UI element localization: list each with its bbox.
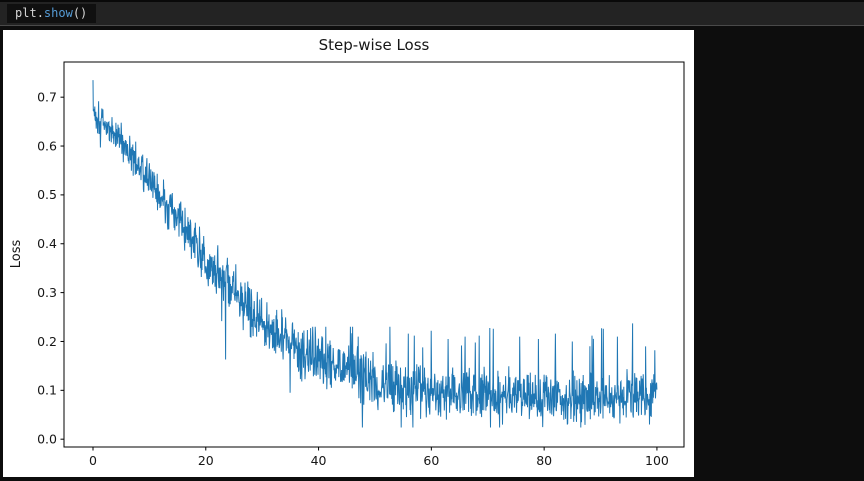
x-tick-label: 80 — [536, 453, 552, 468]
matplotlib-figure: Step-wise Loss Loss 0 20 40 60 80 100 0.0 0.1 0.… — [3, 30, 694, 477]
code-editor-line[interactable]: plt.show() — [0, 0, 864, 26]
y-axis-label: Loss — [9, 240, 24, 269]
y-tick-label: 0.5 — [37, 187, 57, 202]
x-tick-label: 20 — [198, 453, 214, 468]
y-tick-label: 0.2 — [37, 334, 57, 349]
x-tick-label: 40 — [311, 453, 327, 468]
code-token-method: show — [43, 6, 73, 20]
chart-title: Step-wise Loss — [319, 36, 430, 54]
y-tick-label: 0.0 — [37, 431, 57, 446]
code-token-parens: () — [72, 6, 88, 20]
axes-frame — [63, 61, 685, 448]
y-tick-label: 0.1 — [37, 383, 57, 398]
x-tick-label: 60 — [423, 453, 439, 468]
y-tick-label: 0.6 — [37, 138, 57, 153]
loss-line — [92, 80, 658, 428]
y-tick-label: 0.7 — [37, 89, 57, 104]
x-tick-label: 0 — [89, 453, 97, 468]
code-text: plt.show() — [7, 4, 97, 23]
code-token-object: plt — [15, 6, 37, 20]
y-tick-label: 0.4 — [37, 236, 57, 251]
y-tick-label: 0.3 — [37, 285, 57, 300]
x-tick-label: 100 — [645, 453, 669, 468]
axis-ticks: 0 20 40 60 80 100 0.0 0.1 0.2 0.3 0.4 0.5 0.6 0.7 — [37, 89, 669, 468]
code-token-dot: . — [36, 6, 44, 20]
loss-chart: Step-wise Loss Loss 0 20 40 60 80 100 0.0 0.1 0.… — [9, 36, 685, 468]
